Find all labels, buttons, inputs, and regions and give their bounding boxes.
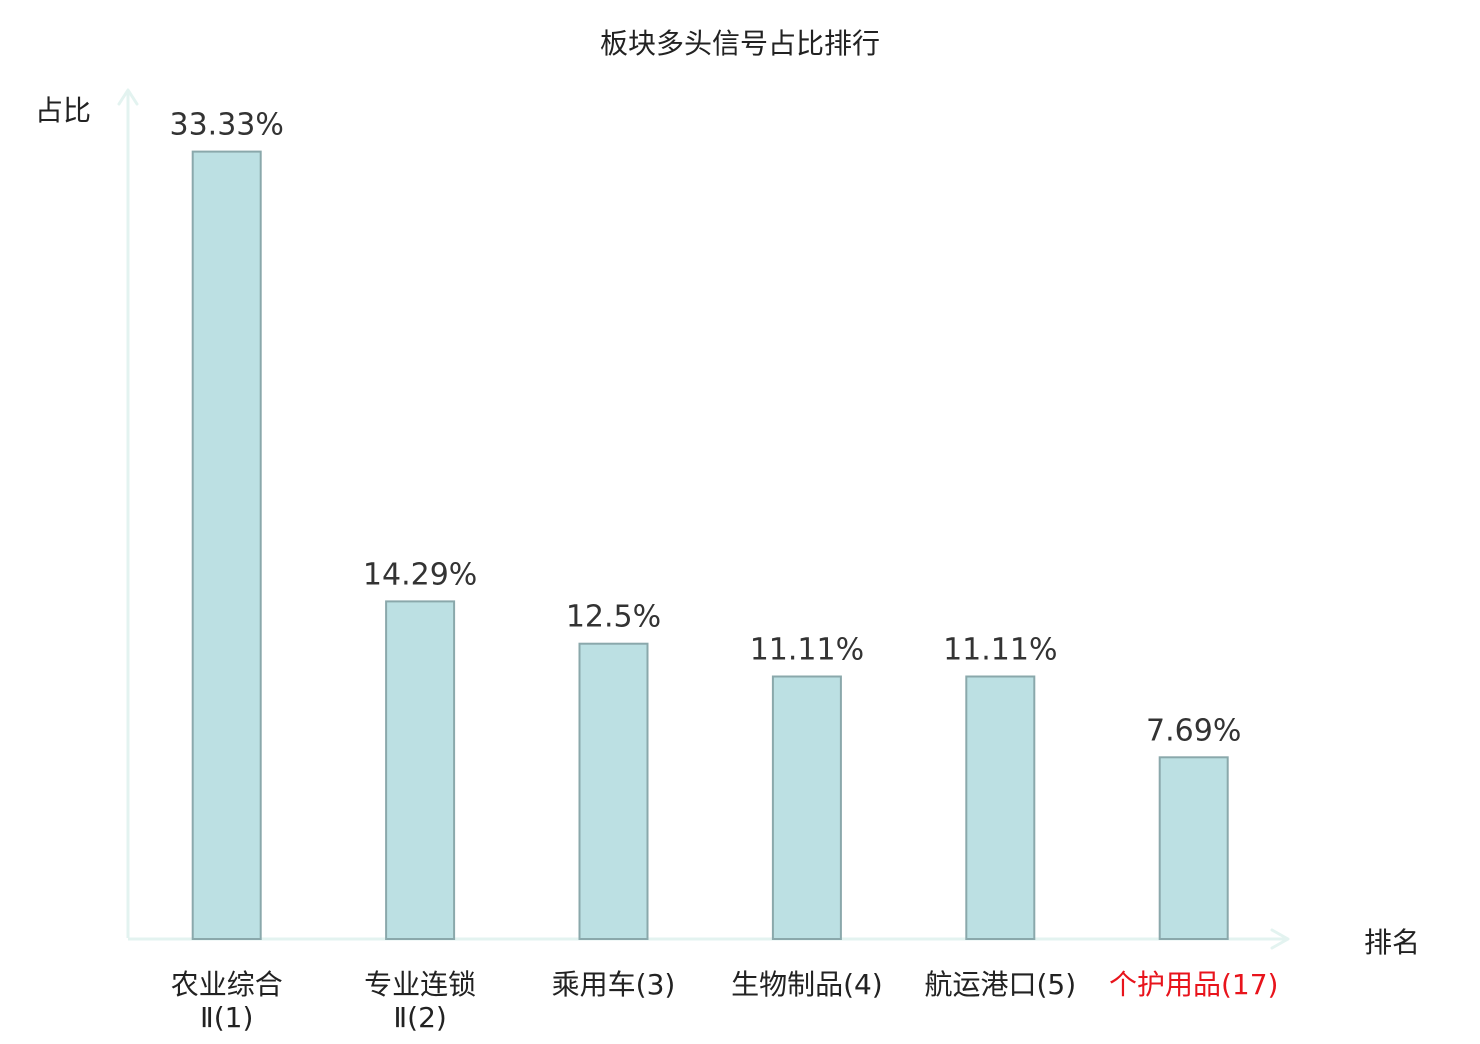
bars-layer <box>191 150 1229 941</box>
bar <box>965 675 1036 940</box>
category-label: 乘用车(3) <box>552 968 676 1001</box>
category-label: 农业综合 <box>171 968 283 1001</box>
x-axis-label: 排名 <box>1364 926 1420 959</box>
category-label: 航运港口(5) <box>924 968 1076 1001</box>
bar-value-label: 7.69% <box>1146 713 1241 748</box>
y-axis-arrow <box>117 88 139 106</box>
bar <box>1158 756 1229 940</box>
category-label: 个护用品(17) <box>1109 968 1278 1001</box>
bar <box>578 642 649 940</box>
chart-title: 板块多头信号占比排行 <box>600 27 880 60</box>
bar-value-label: 11.11% <box>943 633 1057 668</box>
value-labels-layer: 33.33% 14.29% 12.5% 11.11% 11.11% 7.69% <box>170 108 1242 749</box>
x-axis-arrow <box>1270 928 1290 950</box>
bar-value-label: 12.5% <box>566 600 661 635</box>
bar-value-label: 14.29% <box>363 557 477 592</box>
bar <box>191 150 262 941</box>
category-label: 生物制品(4) <box>731 968 883 1001</box>
bar <box>385 600 456 941</box>
bar <box>771 675 842 940</box>
category-label: Ⅱ(2) <box>393 1001 446 1034</box>
bar-value-label: 11.11% <box>750 633 864 668</box>
bar-value-label: 33.33% <box>170 108 284 143</box>
y-axis-label: 占比 <box>35 94 91 127</box>
category-label: Ⅱ(1) <box>200 1001 253 1034</box>
category-label: 专业连锁 <box>364 968 476 1001</box>
